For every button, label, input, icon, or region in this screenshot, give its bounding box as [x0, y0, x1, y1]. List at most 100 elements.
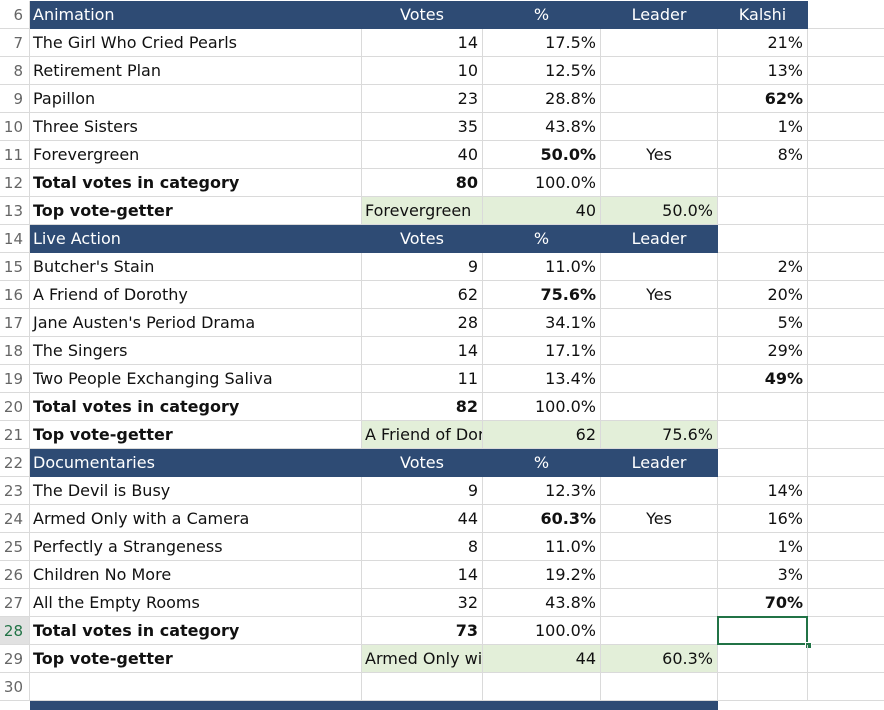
cell[interactable]: [718, 169, 808, 197]
row-number[interactable]: 24: [0, 505, 30, 533]
row-number[interactable]: 26: [0, 561, 30, 589]
empty-cell[interactable]: [808, 365, 884, 393]
empty-cell[interactable]: [808, 253, 884, 281]
cell[interactable]: 43.8%: [483, 113, 601, 141]
cell[interactable]: 73: [362, 617, 483, 645]
row-number[interactable]: 28: [0, 617, 30, 645]
row-number[interactable]: 21: [0, 421, 30, 449]
empty-cell[interactable]: [808, 393, 884, 421]
cell[interactable]: 14: [362, 337, 483, 365]
cell[interactable]: 11.0%: [483, 253, 601, 281]
cell[interactable]: [601, 169, 718, 197]
cell[interactable]: Yes: [601, 281, 718, 309]
cell[interactable]: 11.0%: [483, 533, 601, 561]
row-number[interactable]: 29: [0, 645, 30, 673]
cell[interactable]: Top vote-getter: [30, 197, 362, 225]
cell[interactable]: [601, 673, 718, 701]
cell[interactable]: Three Sisters: [30, 113, 362, 141]
empty-cell[interactable]: [808, 29, 884, 57]
cell[interactable]: [718, 673, 808, 701]
cell[interactable]: [601, 477, 718, 505]
cell[interactable]: 13.4%: [483, 365, 601, 393]
cell[interactable]: [601, 29, 718, 57]
header-cell[interactable]: Kalshi: [718, 1, 808, 29]
cell[interactable]: The Singers: [30, 337, 362, 365]
cell[interactable]: 13%: [718, 57, 808, 85]
cell[interactable]: 44: [483, 645, 601, 673]
cell[interactable]: Children No More: [30, 561, 362, 589]
cell[interactable]: [601, 589, 718, 617]
cell[interactable]: Forevergreen: [30, 141, 362, 169]
cell[interactable]: 28: [362, 309, 483, 337]
cell[interactable]: Top vote-getter: [30, 421, 362, 449]
cell[interactable]: [601, 393, 718, 421]
row-number[interactable]: 20: [0, 393, 30, 421]
empty-cell[interactable]: [808, 1, 884, 29]
cell[interactable]: 9: [362, 253, 483, 281]
cell[interactable]: [601, 337, 718, 365]
cell[interactable]: [718, 225, 808, 253]
cell[interactable]: 75.6%: [601, 421, 718, 449]
cell[interactable]: Forevergreen: [362, 197, 483, 225]
cell[interactable]: [601, 253, 718, 281]
header-cell[interactable]: Leader: [601, 1, 718, 29]
cell[interactable]: 70%: [718, 589, 808, 617]
cell[interactable]: 35: [362, 113, 483, 141]
cell[interactable]: 1%: [718, 533, 808, 561]
row-number[interactable]: 23: [0, 477, 30, 505]
cell[interactable]: Total votes in category: [30, 393, 362, 421]
header-cell[interactable]: %: [483, 225, 601, 253]
cell[interactable]: [601, 533, 718, 561]
empty-cell[interactable]: [808, 533, 884, 561]
cell[interactable]: 14%: [718, 477, 808, 505]
empty-cell[interactable]: [808, 421, 884, 449]
cell[interactable]: 14: [362, 29, 483, 57]
header-cell[interactable]: Votes: [362, 449, 483, 477]
cell[interactable]: Retirement Plan: [30, 57, 362, 85]
row-number[interactable]: 14: [0, 225, 30, 253]
cell[interactable]: 40: [483, 197, 601, 225]
cell[interactable]: 60.3%: [483, 505, 601, 533]
empty-cell[interactable]: [808, 85, 884, 113]
cell[interactable]: Papillon: [30, 85, 362, 113]
header-cell[interactable]: Votes: [362, 1, 483, 29]
cell[interactable]: [601, 85, 718, 113]
cell[interactable]: [718, 393, 808, 421]
empty-cell[interactable]: [808, 449, 884, 477]
header-cell[interactable]: Leader: [601, 449, 718, 477]
cell[interactable]: Armed Only with a Camera: [30, 505, 362, 533]
cell[interactable]: [718, 645, 808, 673]
row-number[interactable]: 15: [0, 253, 30, 281]
row-number[interactable]: 30: [0, 673, 30, 701]
cell[interactable]: 2%: [718, 253, 808, 281]
cell[interactable]: The Devil is Busy: [30, 477, 362, 505]
cell[interactable]: 62: [362, 281, 483, 309]
cell[interactable]: 62: [483, 421, 601, 449]
cell[interactable]: 29%: [718, 337, 808, 365]
cell[interactable]: 23: [362, 85, 483, 113]
row-number[interactable]: 27: [0, 589, 30, 617]
row-number[interactable]: 9: [0, 85, 30, 113]
empty-cell[interactable]: [808, 561, 884, 589]
cell[interactable]: [601, 561, 718, 589]
empty-cell[interactable]: [808, 225, 884, 253]
cell[interactable]: [601, 617, 718, 645]
cell[interactable]: The Girl Who Cried Pearls: [30, 29, 362, 57]
row-number[interactable]: 19: [0, 365, 30, 393]
row-number[interactable]: 25: [0, 533, 30, 561]
cell[interactable]: [718, 421, 808, 449]
cell[interactable]: 12.5%: [483, 57, 601, 85]
cell[interactable]: 21%: [718, 29, 808, 57]
header-cell[interactable]: %: [483, 449, 601, 477]
selected-cell[interactable]: [717, 616, 808, 645]
row-number[interactable]: 11: [0, 141, 30, 169]
cell[interactable]: Perfectly a Strangeness: [30, 533, 362, 561]
cell[interactable]: 9: [362, 477, 483, 505]
cell[interactable]: 43.8%: [483, 589, 601, 617]
cell[interactable]: 40: [362, 141, 483, 169]
empty-cell[interactable]: [808, 673, 884, 701]
cell[interactable]: 14: [362, 561, 483, 589]
empty-cell[interactable]: [808, 113, 884, 141]
cell[interactable]: 11: [362, 365, 483, 393]
cell[interactable]: Jane Austen's Period Drama: [30, 309, 362, 337]
